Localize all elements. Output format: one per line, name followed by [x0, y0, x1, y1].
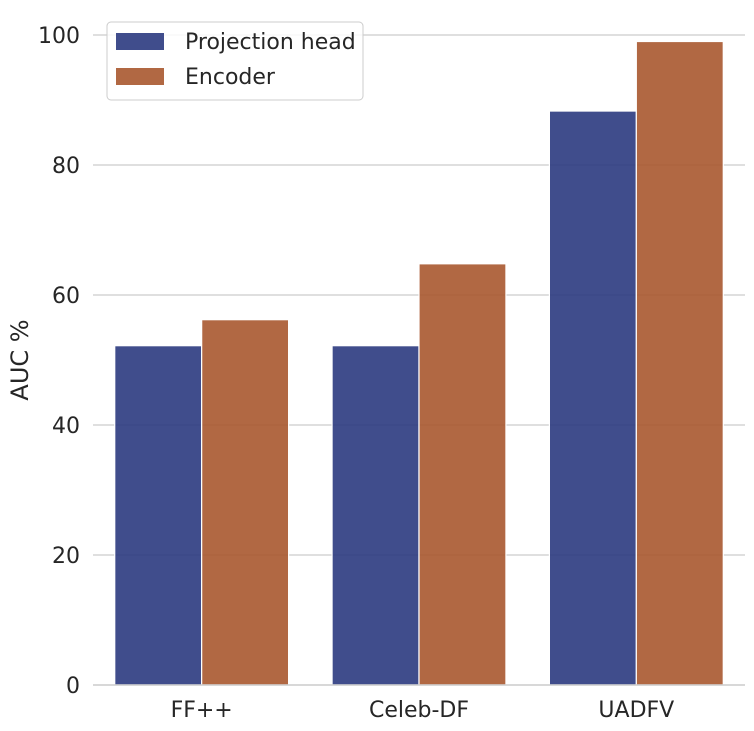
y-tick-label: 0 [66, 674, 80, 699]
y-tick-label: 80 [52, 154, 80, 179]
legend-box [106, 21, 364, 101]
bar [201, 319, 290, 686]
y-axis-title: AUC % [6, 319, 34, 400]
x-tick-label: FF++ [171, 698, 233, 723]
bar [331, 345, 420, 686]
y-tick-label: 100 [38, 24, 80, 49]
bars [114, 40, 724, 686]
bar [548, 110, 637, 686]
y-tick-label: 60 [52, 284, 80, 309]
legend: Projection head Encoder [106, 21, 364, 101]
bar [114, 345, 203, 686]
bar [418, 263, 507, 686]
y-tick-label: 40 [52, 414, 80, 439]
legend-items: Projection head Encoder [116, 30, 356, 90]
x-tick-label: UADFV [598, 698, 674, 723]
x-tick-labels: FF++ Celeb-DF UADFV [171, 698, 675, 723]
y-tick-labels: 0 20 40 60 80 100 [38, 24, 80, 699]
legend-swatch [116, 68, 164, 85]
x-tick-label: Celeb-DF [369, 698, 469, 723]
y-tick-label: 20 [52, 544, 80, 569]
legend-label: Encoder [185, 65, 276, 90]
bar [635, 40, 724, 686]
legend-label: Projection head [185, 30, 356, 55]
legend-swatch [116, 33, 164, 50]
